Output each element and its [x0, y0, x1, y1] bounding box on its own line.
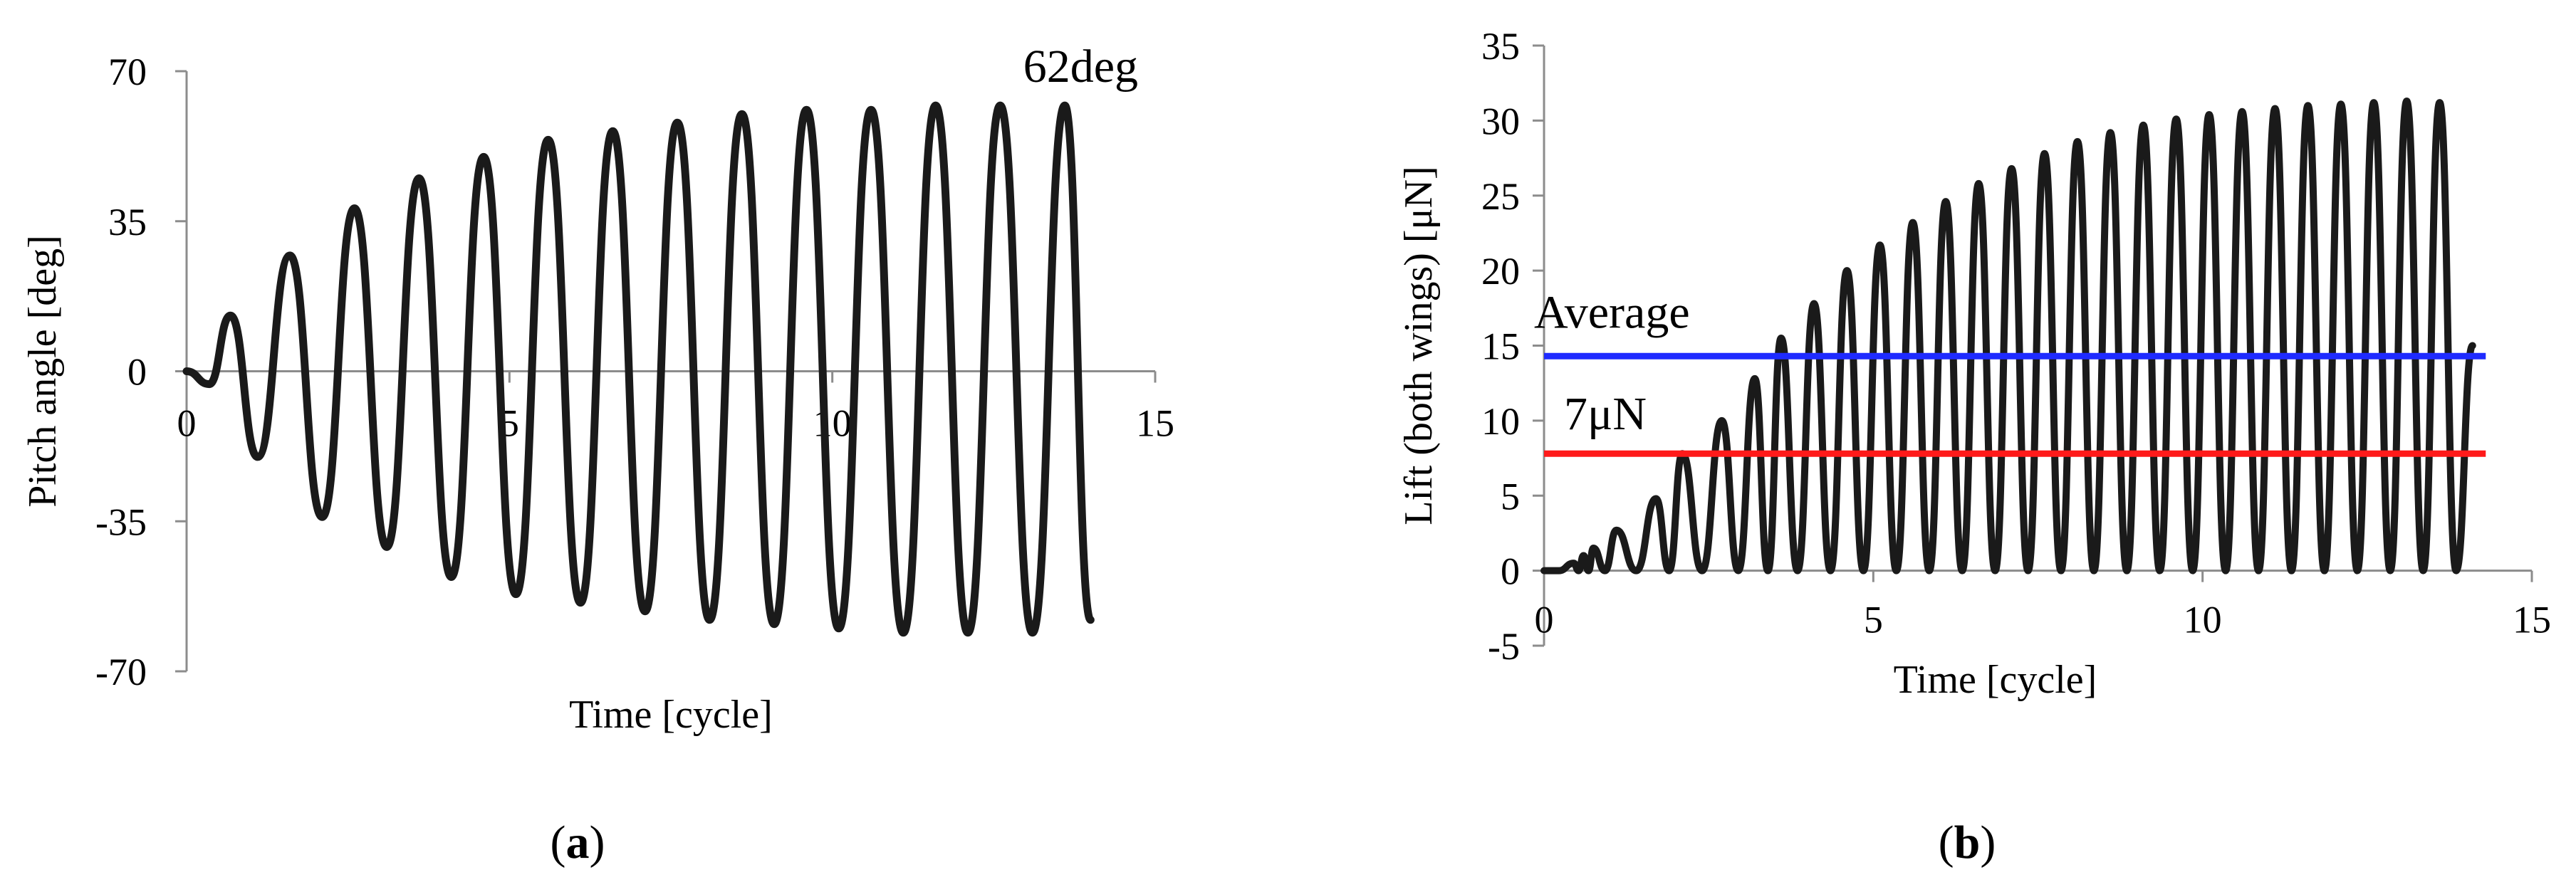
- panel-label-a: (a): [551, 817, 605, 869]
- series-line-lift: [1540, 97, 2476, 574]
- x-tick-label-a: 15: [1136, 402, 1174, 445]
- panel-label-a-letter: a: [566, 817, 590, 869]
- x-tick-label-b: 0: [1535, 599, 1554, 641]
- x-tick-label-b: 5: [1864, 599, 1883, 641]
- ticks-b: -5 0 5 10 15 20 25 30 35 0 5 10 15: [1481, 25, 2551, 668]
- y-axis-label-a: Pitch angle [deg]: [21, 235, 65, 508]
- x-tick-label-a: 10: [813, 402, 852, 445]
- panel-label-b-close: ): [1980, 817, 1996, 869]
- x-axis-label-a: Time [cycle]: [569, 693, 773, 737]
- y-tick-label-a: 35: [108, 201, 147, 243]
- panel-label-a-open: (: [551, 817, 566, 869]
- y-axis-label-b: Lift (both wings) [μN]: [1397, 166, 1441, 525]
- x-tick-label-a: 0: [177, 402, 197, 445]
- y-tick-label-a: -35: [95, 500, 147, 543]
- panel-label-a-close: ): [590, 817, 605, 869]
- y-tick-label-b: 30: [1481, 100, 1520, 142]
- y-tick-label-a: 0: [127, 351, 147, 394]
- average-label: Average: [1534, 286, 1690, 338]
- y-tick-label-b: 0: [1501, 550, 1520, 593]
- y-tick-label-b: 5: [1501, 475, 1520, 518]
- y-tick-label-b: 20: [1481, 250, 1520, 293]
- y-tick-label-b: 25: [1481, 175, 1520, 218]
- 7uN-label: 7μN: [1564, 388, 1647, 440]
- x-tick-label-b: 10: [2184, 599, 2222, 641]
- panel-label-b-letter: b: [1954, 817, 1981, 869]
- y-tick-label-a: -70: [95, 651, 147, 693]
- annotation-62deg: 62deg: [1023, 41, 1138, 93]
- series-line-pitch-angle: [182, 101, 1095, 637]
- x-tick-label-b: 15: [2513, 599, 2551, 641]
- panel-label-b-open: (: [1939, 817, 1954, 869]
- chart-lift: -5 0 5 10 15 20 25 30 35 0 5 10 15 Average 7μN Time …: [1397, 25, 2551, 869]
- y-tick-label-b: 35: [1481, 25, 1520, 68]
- y-tick-label-a: 70: [108, 51, 147, 93]
- y-tick-label-b: 10: [1481, 400, 1520, 443]
- x-axis-label-b: Time [cycle]: [1894, 658, 2097, 702]
- y-tick-label-b: 15: [1481, 325, 1520, 368]
- panel-label-b: (b): [1939, 817, 1996, 869]
- y-tick-label-b: -5: [1488, 625, 1520, 668]
